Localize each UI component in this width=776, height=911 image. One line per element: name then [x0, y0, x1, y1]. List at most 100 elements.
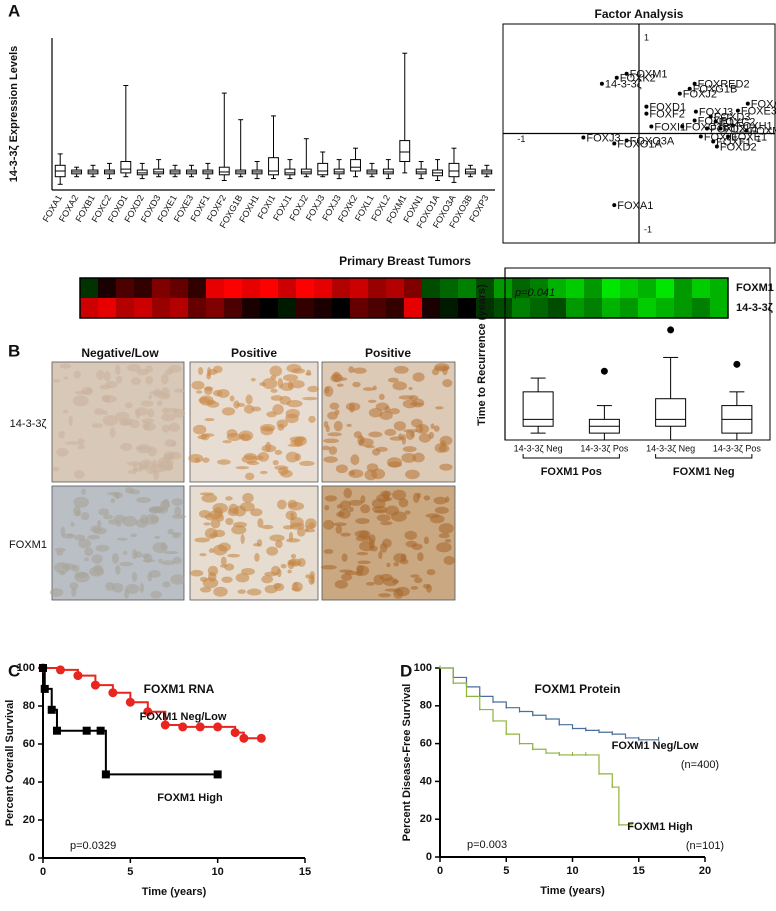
point	[687, 86, 692, 91]
heat-cell	[404, 298, 423, 318]
ihc-texture	[212, 544, 228, 556]
chart-title: FOXM1 RNA	[144, 682, 215, 696]
heat-cell	[422, 298, 441, 318]
ihc-texture	[145, 514, 159, 525]
point	[680, 124, 685, 129]
ihc-texture	[296, 527, 306, 537]
heat-cell	[260, 298, 279, 318]
box	[317, 162, 329, 176]
ihc-texture	[60, 526, 66, 537]
ihc-texture	[401, 452, 417, 463]
ihc-texture	[290, 553, 297, 559]
x-tick-label: 10	[566, 865, 578, 877]
point	[612, 203, 617, 208]
ihc-texture	[124, 588, 129, 599]
point	[730, 123, 735, 128]
ihc-texture	[378, 551, 383, 560]
ihc-texture	[168, 422, 180, 432]
ihc-texture	[204, 418, 215, 422]
row-label: FOXM1	[736, 282, 774, 294]
ihc-texture	[438, 533, 450, 539]
ihc-texture	[362, 387, 375, 391]
heat-cell	[368, 278, 387, 298]
panel-label: C	[8, 661, 20, 680]
ihc-texture	[431, 368, 440, 376]
heat-cell	[242, 298, 261, 318]
ihc-texture	[398, 433, 403, 440]
ihc-texture	[139, 583, 144, 593]
heat-cell	[278, 278, 297, 298]
ihc-texture	[115, 411, 130, 420]
ihc-texture	[198, 366, 204, 375]
y-axis-label: Percent Disease-Free Survival	[401, 684, 413, 842]
ihc-texture	[352, 381, 361, 388]
ihc-texture	[391, 511, 407, 522]
legend-label: FOXM1 High	[627, 821, 693, 833]
ihc-texture	[292, 581, 299, 588]
ihc-texture	[425, 513, 440, 519]
ihc-texture	[323, 421, 329, 428]
ihc-texture	[348, 499, 363, 506]
marker	[213, 722, 223, 732]
ihc-texture	[346, 423, 352, 427]
ihc-texture	[426, 569, 436, 576]
ihc-texture	[327, 411, 338, 420]
ihc-texture	[405, 469, 420, 480]
ihc-texture	[138, 464, 145, 469]
ihc-texture	[141, 553, 150, 559]
heat-cell	[350, 278, 369, 298]
box	[120, 161, 132, 174]
heat-cell	[638, 298, 657, 318]
heat-cell	[80, 278, 99, 298]
ihc-texture	[339, 500, 352, 510]
marker	[178, 722, 188, 732]
ihc-texture	[384, 588, 401, 592]
ihc-texture	[428, 431, 435, 439]
ihc-texture	[115, 492, 120, 500]
annotation: p=0.003	[467, 839, 507, 851]
ihc-images	[49, 361, 456, 601]
ihc-texture	[308, 415, 316, 423]
ihc-texture	[59, 363, 72, 369]
ihc-texture	[256, 539, 263, 547]
point	[718, 126, 723, 131]
ihc-texture	[64, 441, 80, 445]
ihc-texture	[126, 363, 141, 372]
point	[644, 104, 649, 109]
ihc-texture	[343, 487, 352, 499]
group-label: FOXM1 Neg	[673, 466, 735, 478]
point	[711, 139, 716, 144]
ihc-texture	[442, 379, 453, 388]
heat-cell	[494, 298, 513, 318]
box	[268, 157, 279, 176]
marker	[47, 705, 56, 714]
x-tick-label: 1	[756, 134, 761, 144]
ihc-texture	[229, 395, 235, 402]
point-label: FOXA1	[617, 200, 653, 212]
heat-cell	[386, 298, 405, 318]
ihc-texture	[70, 522, 75, 527]
ihc-texture	[102, 394, 111, 401]
ihc-texture	[261, 575, 274, 584]
ihc-texture	[153, 469, 160, 481]
ihc-texture	[110, 498, 116, 503]
heat-cell	[710, 278, 729, 298]
ihc-texture	[348, 366, 355, 374]
heat-cell	[422, 278, 441, 298]
ihc-texture	[270, 388, 278, 393]
ihc-texture	[433, 425, 440, 432]
ihc-texture	[286, 363, 302, 373]
point	[726, 134, 731, 139]
ihc-texture	[333, 420, 343, 432]
point	[692, 81, 697, 86]
legend-note: (n=101)	[686, 840, 724, 852]
ihc-texture	[115, 364, 121, 375]
heat-cell	[620, 298, 639, 318]
ihc-texture	[140, 400, 154, 407]
heat-cell	[170, 298, 189, 318]
ihc-texture	[250, 377, 256, 382]
ihc-texture	[321, 445, 331, 451]
box	[522, 391, 554, 427]
point-label: FOXA2	[751, 99, 776, 111]
heat-cell	[296, 298, 315, 318]
